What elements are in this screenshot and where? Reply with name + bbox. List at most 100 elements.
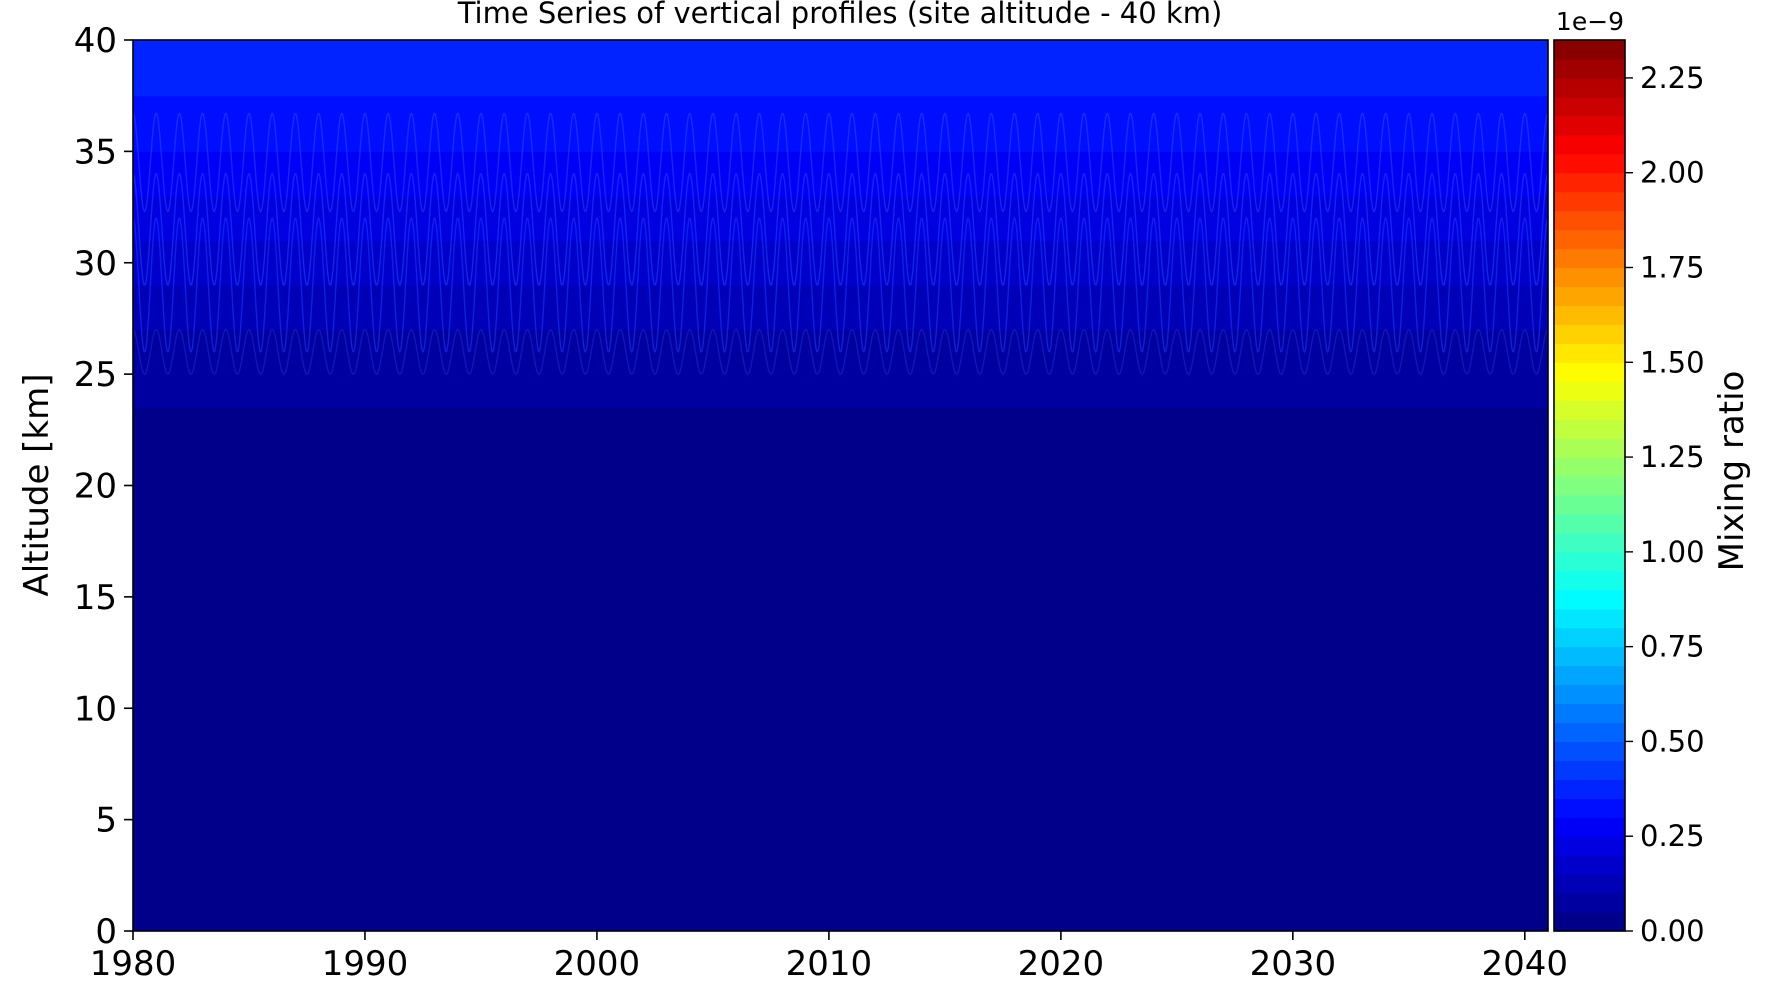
heatmap-band [133,618,1548,631]
heatmap-band [133,574,1548,587]
colorbar-tick-label: 0.25 [1640,819,1705,853]
heatmap-band [133,841,1548,854]
heatmap-band [133,184,1548,197]
heatmap-band [133,919,1548,931]
heatmap-band [133,407,1548,420]
heatmap-band [133,652,1548,665]
colorbar-exponent: 1e−9 [1556,7,1624,36]
y-tick-label: 40 [74,21,117,61]
heatmap-band [133,262,1548,275]
heatmap-band [133,685,1548,698]
y-tick-label: 35 [74,132,117,172]
colorbar-level [1554,608,1625,629]
seasonal-contour [133,328,1548,375]
colorbar-level [1554,513,1625,534]
colorbar-tick-label: 2.00 [1640,156,1705,190]
x-tick-label: 2010 [786,944,873,982]
colorbar-levels [1554,40,1625,932]
y-axis-label: Altitude [km] [17,373,57,596]
heatmap-band [133,418,1548,431]
heatmap-band [133,373,1548,386]
heatmap-band [133,139,1548,152]
heatmap-band [133,696,1548,709]
colorbar-level [1554,817,1625,837]
colorbar-tick-label: 1.50 [1640,345,1705,379]
plot-area [132,39,1549,932]
heatmap-band [133,451,1548,464]
heatmap-band [133,819,1548,832]
colorbar-tick-label: 2.25 [1640,61,1705,95]
colorbar-level [1554,229,1625,250]
colorbar-level [1554,836,1625,856]
heatmap-band [133,741,1548,754]
colorbar-level [1554,381,1625,401]
x-tick-label: 1990 [322,944,409,982]
heatmap-band [133,518,1548,531]
colorbar-ticks: 0.00 0.25 0.50 0.75 1.00 1.25 1.50 1.75 2.00 2.25 [1625,61,1705,948]
colorbar-tick-label: 0.75 [1640,630,1705,664]
y-tick-label: 15 [74,578,117,618]
heatmap-band [133,206,1548,219]
colorbar-level [1554,570,1625,591]
colorbar-level [1554,343,1625,363]
heatmap-band [133,874,1548,887]
colorbar-level [1554,400,1625,420]
colorbar-level [1554,191,1625,212]
heatmap-band [133,351,1548,364]
heatmap-band [133,61,1548,74]
heatmap-band [133,540,1548,553]
heatmap-band [133,785,1548,798]
heatmap-band [133,429,1548,442]
heatmap-band [133,50,1548,63]
colorbar: 0.00 0.25 0.50 0.75 1.00 1.25 1.50 1.75 2.00 2.25… [1553,7,1752,948]
heatmap-band [133,72,1548,86]
colorbar-level [1554,684,1625,705]
colorbar-level [1554,646,1625,667]
chart-title: Time Series of vertical profiles (site a… [457,0,1223,30]
colorbar-level [1554,476,1625,496]
heatmap-band [133,718,1548,732]
colorbar-level [1554,551,1625,572]
x-tick-label: 2040 [1482,944,1569,982]
heatmap-band [133,95,1548,108]
colorbar-tick-label: 1.25 [1640,440,1705,474]
heatmap-band [133,485,1548,498]
colorbar-level [1554,115,1625,136]
y-axis: 0 5 10 15 20 25 30 35 40 [74,21,133,952]
seasonal-contour [133,112,1548,213]
heatmap-band [133,496,1548,509]
colorbar-level [1554,874,1625,894]
heatmap-band [133,251,1548,264]
seasonal-contour [133,217,1548,353]
y-tick-label: 5 [95,801,117,841]
heatmap-band [133,306,1548,319]
colorbar-level [1554,627,1625,648]
colorbar-level [1554,248,1625,269]
colorbar-level [1554,438,1625,458]
heatmap-band [133,730,1548,743]
heatmap-band [133,707,1548,720]
heatmap-band [133,807,1548,821]
heatmap-band [133,529,1548,542]
heatmap-band [133,852,1548,865]
heatmap-band [133,908,1548,921]
heatmap-band [133,228,1548,241]
heatmap-band [133,273,1548,286]
colorbar-level [1554,703,1625,724]
heatmap-band [133,440,1548,453]
heatmap-band [133,562,1548,576]
colorbar-level [1554,134,1625,155]
heatmap-band [133,150,1548,164]
x-tick-label: 2020 [1018,944,1105,982]
colorbar-level [1554,494,1625,515]
colorbar-level [1554,210,1625,231]
heatmap-band [133,117,1548,130]
heatmap-band [133,473,1548,486]
colorbar-level [1554,855,1625,875]
colorbar-tick-label: 1.00 [1640,535,1705,569]
colorbar-level [1554,153,1625,174]
colorbar-tick-label: 0.50 [1640,724,1705,758]
colorbar-level [1554,532,1625,553]
heatmap-band [133,195,1548,208]
